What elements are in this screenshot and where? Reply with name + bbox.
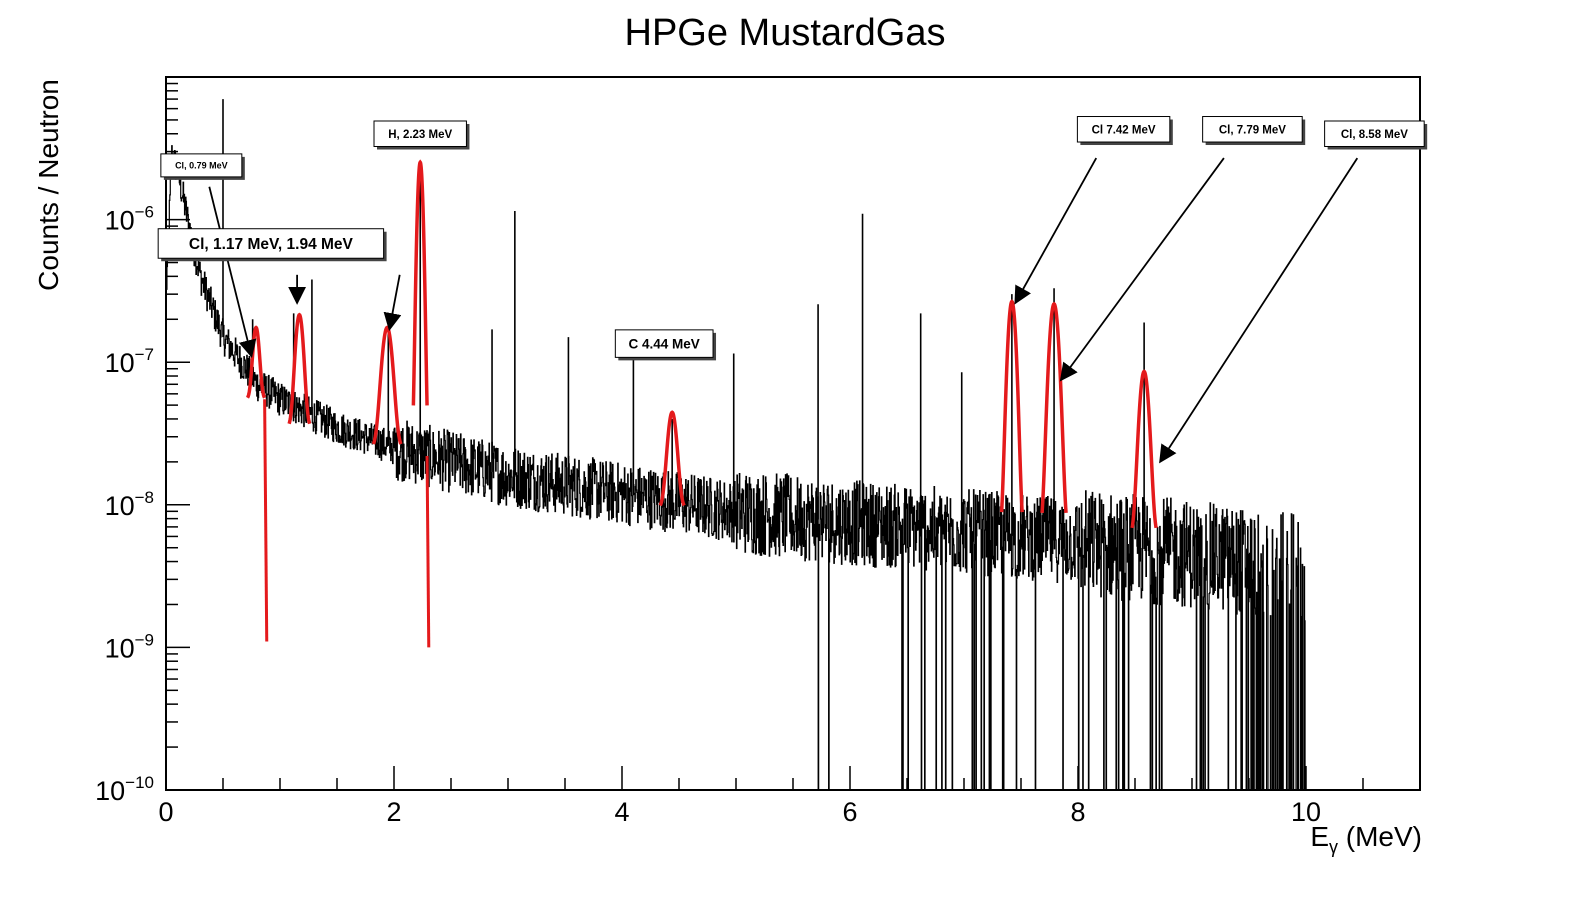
fit-peak-7 xyxy=(1130,369,1158,529)
annotation-box xyxy=(1076,116,1171,143)
fit-peak-5 xyxy=(999,299,1024,513)
annotation-box xyxy=(157,228,385,259)
annotation-label: H, 2.23 MeV xyxy=(388,129,452,141)
y-tick-label: 10−9 xyxy=(105,630,154,663)
annotation-5: Cl, 7.79 MeV xyxy=(1059,116,1306,382)
annotation-6: Cl, 8.58 MeV xyxy=(1159,120,1428,464)
fit-dip-0 xyxy=(263,399,269,642)
fit-peak-4 xyxy=(658,410,686,507)
chart-title: HPGe MustardGas xyxy=(625,12,946,54)
x-axis-title-sub: γ xyxy=(1329,837,1338,857)
fit-peak-3 xyxy=(411,159,429,406)
histogram-line xyxy=(165,145,1306,791)
fit-peak-1 xyxy=(287,312,312,425)
x-tick-label: 0 xyxy=(158,797,173,827)
annotation-label: C 4.44 MeV xyxy=(629,336,700,351)
annotation-1: Cl, 1.17 MeV, 1.94 MeV xyxy=(157,228,402,332)
peak-annotations: Cl, 0.79 MeV Cl, 1.17 MeV, 1.94 MeV H, 2.2… xyxy=(157,116,1428,464)
x-tick-label: 4 xyxy=(614,797,629,827)
annotation-box xyxy=(373,120,467,147)
annotation-2: H, 2.23 MeV xyxy=(373,120,470,150)
annotation-label: Cl, 7.79 MeV xyxy=(1219,124,1286,136)
annotation-4: Cl 7.42 MeV xyxy=(1014,116,1173,305)
annotation-3: C 4.44 MeV xyxy=(614,329,717,361)
annotation-box xyxy=(160,153,243,178)
annotation-arrow xyxy=(208,186,257,359)
x-axis-title: Eγ (MeV) xyxy=(1310,821,1422,857)
x-axis-title-main: E xyxy=(1310,821,1329,852)
y-tick-label: 10−8 xyxy=(105,488,154,521)
annotation-arrow xyxy=(1159,157,1359,464)
peak-fits xyxy=(245,159,1158,648)
annotation-label: Cl, 0.79 MeV xyxy=(175,161,228,171)
fit-peak-0 xyxy=(245,325,267,399)
annotation-0: Cl, 0.79 MeV xyxy=(160,153,257,359)
fit-dip-3 xyxy=(425,455,431,648)
x-tick-label: 6 xyxy=(842,797,857,827)
annotation-box xyxy=(1202,116,1303,143)
annotation-label: Cl, 1.17 MeV, 1.94 MeV xyxy=(189,236,354,253)
x-tick-label: 2 xyxy=(386,797,401,827)
annotation-arrow xyxy=(1059,157,1225,382)
annotation-label: Cl 7.42 MeV xyxy=(1092,124,1156,136)
y-tick-label: 10−6 xyxy=(105,203,154,236)
annotation-label: Cl, 8.58 MeV xyxy=(1341,129,1408,141)
fit-peak-6 xyxy=(1040,301,1068,513)
axes: 0 2 4 6 8 10 10−10 10−9 10−8 10−7 10−6 xyxy=(95,82,1421,827)
annotation-box xyxy=(1324,120,1425,147)
annotation-arrow xyxy=(383,274,402,332)
x-tick-label: 8 xyxy=(1070,797,1085,827)
y-tick-label: 10−7 xyxy=(105,345,154,378)
y-axis-title: Counts / Neutron xyxy=(33,79,64,291)
y-tick-label: 10−10 xyxy=(95,773,154,806)
annotation-arrow xyxy=(1014,157,1098,305)
annotation-box xyxy=(614,329,714,358)
x-axis-title-unit: (MeV) xyxy=(1338,821,1422,852)
x-tick-label: 10 xyxy=(1291,797,1321,827)
spectrum-histogram xyxy=(165,99,1306,791)
fit-peak-2 xyxy=(371,325,403,445)
